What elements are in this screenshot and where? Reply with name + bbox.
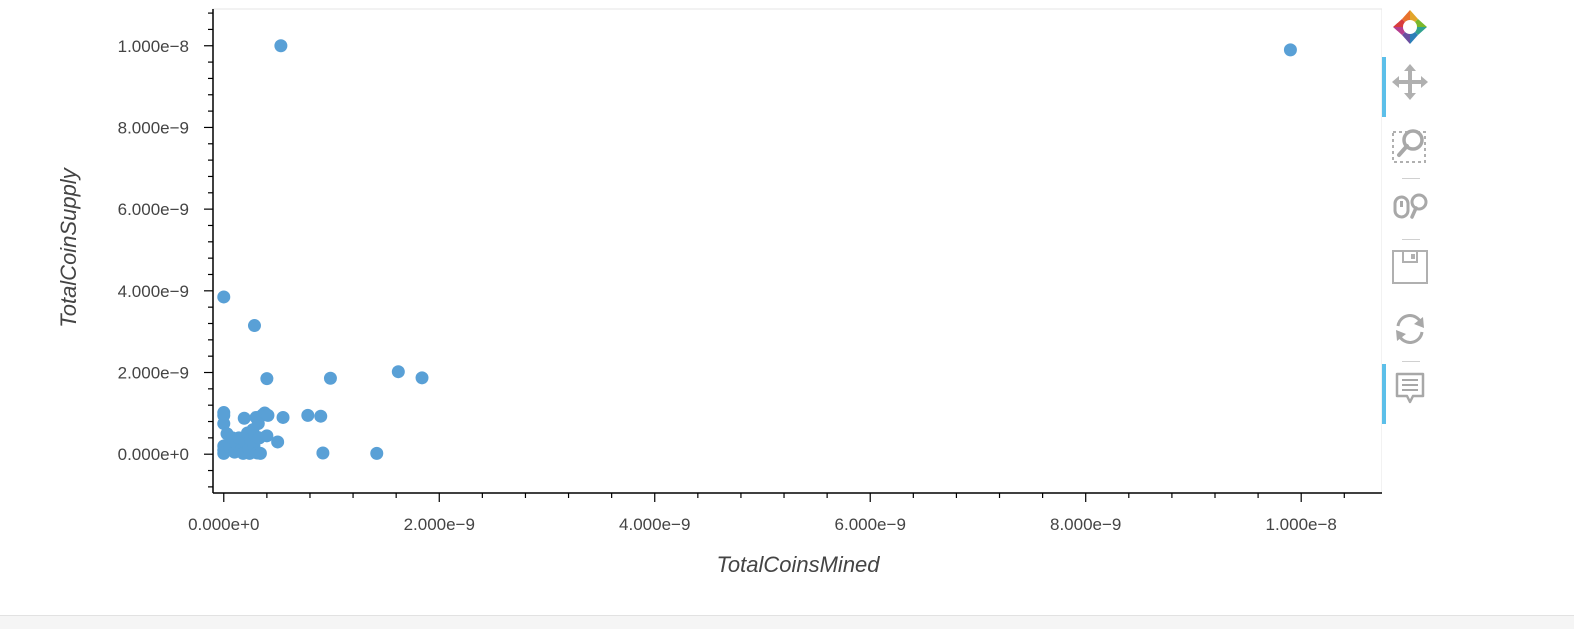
y-tick-label: 0.000e+0 <box>118 445 189 464</box>
data-point <box>316 446 330 460</box>
data-points <box>217 39 1297 460</box>
y-axis-title: TotalCoinSupply <box>56 166 81 327</box>
wheel-zoom-tool[interactable] <box>1382 181 1438 231</box>
data-point <box>274 39 288 53</box>
data-point <box>247 319 261 333</box>
y-axis: 0.000e+0 2.000e−9 4.000e−9 6.000e−9 8.000e−9… <box>118 9 214 493</box>
x-tick-label: 6.000e−9 <box>835 515 906 534</box>
data-point <box>391 365 405 379</box>
scatter-plot[interactable]: 0.000e+0 2.000e−9 4.000e−9 6.000e−9 8.000e−9… <box>0 0 1382 615</box>
y-tick-label: 1.000e−8 <box>118 37 189 56</box>
x-tick-label: 2.000e−9 <box>404 515 475 534</box>
pan-icon <box>1392 64 1428 100</box>
data-point <box>237 411 251 425</box>
data-point <box>260 372 274 386</box>
reset-tool[interactable] <box>1382 304 1438 354</box>
bokeh-logo-icon <box>1393 10 1427 44</box>
plot-toolbar <box>1382 0 1438 440</box>
wheel-zoom-icon <box>1393 193 1428 219</box>
pan-tool[interactable] <box>1382 57 1438 117</box>
y-tick-label: 2.000e−9 <box>118 364 189 383</box>
data-point <box>260 429 274 443</box>
toolbar-divider <box>1402 178 1420 179</box>
data-point <box>323 371 337 385</box>
save-tool[interactable] <box>1382 243 1438 293</box>
data-point <box>271 435 285 449</box>
box-zoom-icon <box>1392 129 1426 163</box>
data-point <box>314 409 328 423</box>
x-tick-label: 4.000e−9 <box>619 515 690 534</box>
data-point <box>253 446 267 460</box>
data-point <box>217 417 231 431</box>
data-point <box>276 410 290 424</box>
data-point <box>261 408 275 422</box>
y-tick-label: 6.000e−9 <box>118 200 189 219</box>
y-tick-label: 8.000e−9 <box>118 118 189 137</box>
data-point <box>1283 43 1297 57</box>
box-zoom-tool[interactable] <box>1382 120 1438 170</box>
plot-frame <box>212 8 1382 494</box>
reset-icon <box>1396 314 1424 344</box>
x-tick-label: 0.000e+0 <box>188 515 259 534</box>
x-tick-label: 1.000e−8 <box>1265 515 1336 534</box>
data-point <box>370 446 384 460</box>
data-point <box>415 371 429 385</box>
hover-icon <box>1395 372 1425 404</box>
output-area-border <box>0 615 1574 629</box>
x-axis-title: TotalCoinsMined <box>716 552 880 577</box>
hover-tool[interactable] <box>1382 364 1438 424</box>
y-tick-label: 4.000e−9 <box>118 282 189 301</box>
data-point <box>217 290 231 304</box>
toolbar-divider <box>1402 239 1420 240</box>
bokeh-logo[interactable] <box>1382 2 1438 52</box>
toolbar-divider <box>1402 361 1420 362</box>
save-icon <box>1392 250 1428 284</box>
x-axis: 0.000e+0 2.000e−9 4.000e−9 6.000e−9 8.000e−9… <box>188 492 1382 534</box>
x-tick-label: 8.000e−9 <box>1050 515 1121 534</box>
data-point <box>301 408 315 422</box>
